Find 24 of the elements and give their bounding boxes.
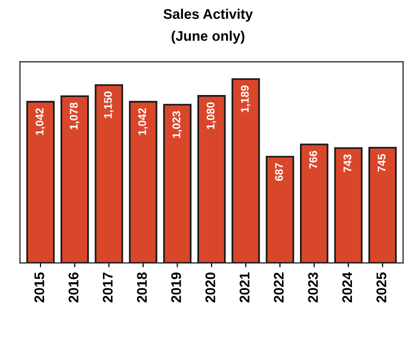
x-tick-label: 2019	[171, 272, 182, 302]
x-tick-label: 2017	[102, 272, 113, 302]
chart-title: Sales Activity	[164, 8, 253, 22]
data-label: 766	[309, 150, 318, 169]
x-tick-label: 2022	[274, 272, 284, 302]
x-tick-label: 2023	[308, 272, 318, 302]
data-label: 743	[343, 154, 352, 172]
data-label: 1,042	[138, 108, 148, 135]
x-tick-label: 2015	[34, 272, 44, 302]
x-tick-label: 2016	[68, 272, 78, 302]
x-tick-label: 2024	[342, 272, 352, 302]
chart-subtitle: (June only)	[172, 30, 244, 44]
data-label: 1,078	[70, 102, 80, 130]
x-tick-label: 2018	[137, 272, 147, 302]
data-label: 1,023	[172, 111, 182, 138]
x-tick-label: 2025	[376, 272, 386, 302]
data-label: 1,189	[240, 85, 250, 112]
x-tick-label: 2021	[240, 272, 250, 302]
data-label: 687	[275, 163, 283, 181]
data-label: 745	[378, 154, 386, 172]
data-label: 1,042	[36, 108, 46, 135]
x-tick-label: 2020	[205, 272, 216, 302]
data-label: 1,080	[206, 102, 216, 130]
data-label: 1,150	[104, 92, 114, 118]
